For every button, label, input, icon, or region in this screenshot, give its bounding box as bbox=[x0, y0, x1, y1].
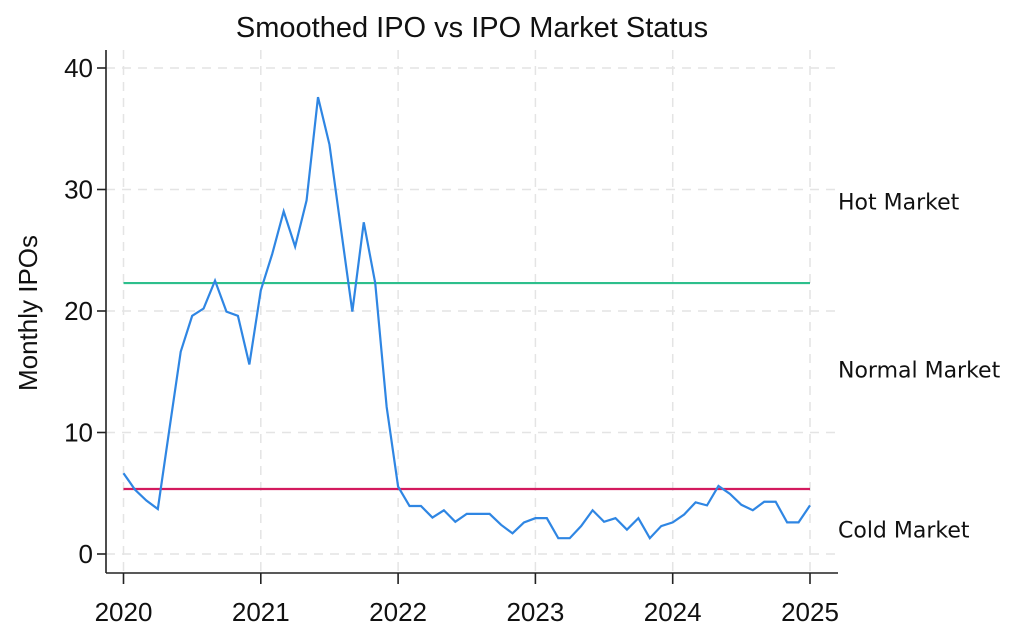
y-tick-label: 30 bbox=[64, 175, 93, 205]
x-ticks: 2020 2021 2022 2023 2024 2025 bbox=[95, 573, 839, 627]
x-tick-label: 2025 bbox=[781, 597, 839, 627]
cold-market-label: Cold Market bbox=[838, 519, 970, 544]
axes bbox=[105, 50, 838, 574]
y-tick-label: 20 bbox=[64, 296, 93, 326]
x-tick-label: 2022 bbox=[369, 597, 427, 627]
series-layer bbox=[122, 96, 811, 541]
x-tick-label: 2020 bbox=[95, 597, 153, 627]
normal-market-label: Normal Market bbox=[838, 358, 1001, 383]
grid bbox=[106, 50, 838, 573]
y-axis-label: Monthly IPOs bbox=[13, 235, 43, 391]
region-labels: Hot Market Normal Market Cold Market bbox=[838, 191, 1001, 544]
x-tick-label: 2023 bbox=[506, 597, 564, 627]
chart-title: Smoothed IPO vs IPO Market Status bbox=[236, 12, 708, 44]
x-tick-label: 2021 bbox=[232, 597, 290, 627]
x-tick-label: 2024 bbox=[644, 597, 702, 627]
threshold-lines bbox=[123, 281, 810, 491]
y-ticks: 0 10 20 30 40 bbox=[64, 53, 106, 569]
y-tick-label: 40 bbox=[64, 53, 93, 83]
smoothed-ipo-line bbox=[122, 96, 811, 541]
y-tick-label: 0 bbox=[79, 539, 93, 569]
y-tick-label: 10 bbox=[64, 418, 93, 448]
hot-market-label: Hot Market bbox=[838, 191, 960, 216]
